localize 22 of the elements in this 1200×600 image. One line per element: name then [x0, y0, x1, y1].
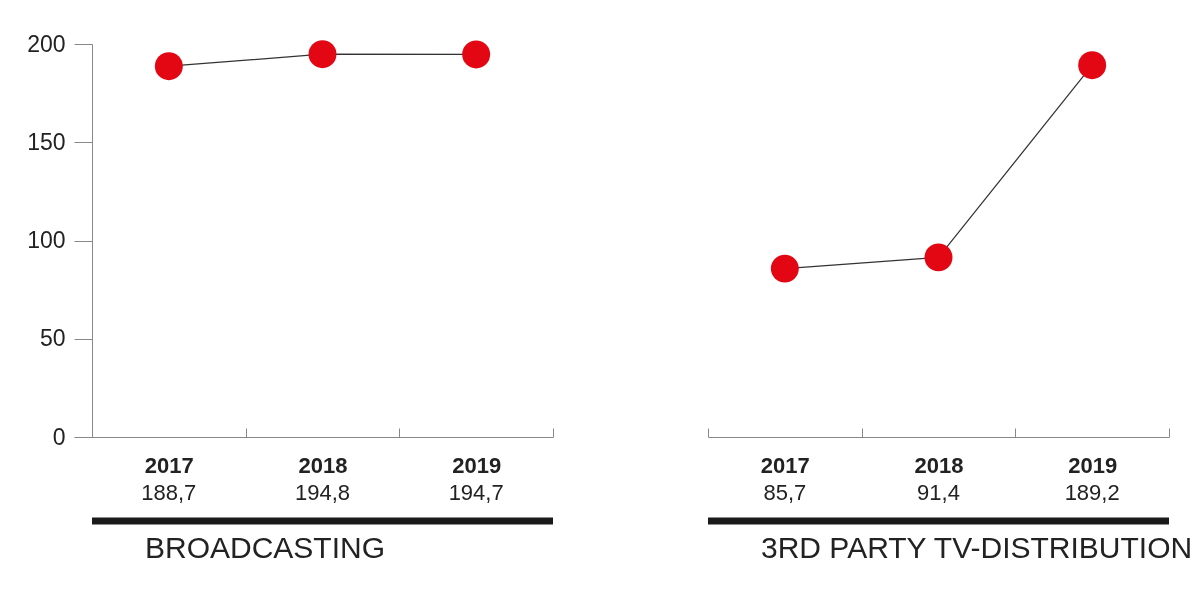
data-label: 194,8: [294, 480, 351, 505]
x-tick-label: 2017: [760, 452, 810, 478]
y-tick-label: 0: [52, 423, 66, 450]
point: [154, 52, 183, 81]
data-label: 91,4: [917, 480, 960, 505]
x-tick-label: 2019: [1068, 452, 1118, 478]
y-tick-label: 100: [27, 227, 66, 253]
data-label: 188,7: [141, 480, 197, 505]
text: 3RD PARTY TV-DISTRIBUTION: [761, 530, 1193, 564]
x-tick-label: 2017: [144, 452, 194, 478]
y-tick-label: 150: [27, 128, 66, 155]
y-tick-label: 50: [39, 325, 66, 352]
text: BROADCASTING: [145, 530, 386, 564]
y-tick-label: 200: [27, 30, 66, 57]
data-label: 189,2: [1064, 480, 1120, 505]
point: [308, 40, 337, 69]
x-tick-label: 2018: [298, 452, 348, 478]
point: [462, 40, 491, 69]
x-tick-label: 2019: [452, 452, 502, 478]
data-label: 194,7: [448, 480, 504, 505]
x-tick-label: 2018: [914, 452, 964, 478]
data-label: 85,7: [763, 480, 807, 505]
